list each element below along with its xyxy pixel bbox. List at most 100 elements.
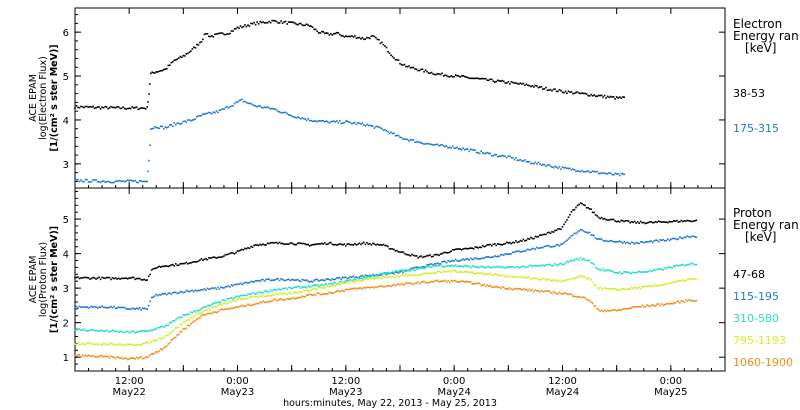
data-point [472,265,475,267]
data-point [254,244,257,246]
data-point [125,357,127,360]
data-point [435,73,437,76]
data-point [302,289,305,292]
data-point [137,108,139,111]
data-point [600,94,603,97]
data-point [471,265,473,267]
data-point [333,278,335,281]
data-point [515,240,517,242]
data-point [602,239,604,242]
data-point [566,167,568,170]
data-point [187,52,189,55]
data-point [86,342,88,345]
data-point [530,85,532,88]
data-point [543,163,546,166]
data-point [609,309,612,312]
data-point [310,285,312,288]
data-point [143,180,145,183]
data-point [540,86,543,88]
data-point [114,344,117,346]
data-point [298,285,300,288]
data-point [600,216,603,219]
data-point [594,95,597,97]
data-point [673,237,675,240]
data-point [454,264,457,266]
data-point [132,276,135,279]
data-point [89,355,91,357]
data-point [251,22,254,25]
data-point [469,271,472,274]
data-point [319,286,322,288]
data-point [393,132,395,135]
data-point [683,301,686,303]
data-point [196,309,198,312]
data-point [266,242,269,245]
data-point [418,255,421,258]
data-point [471,148,473,151]
data-point [623,271,625,273]
data-point [576,204,579,207]
data-point [111,181,114,184]
data-point [271,300,273,302]
data-point [522,82,525,85]
data-point [385,46,388,49]
data-point [236,295,239,297]
data-point [558,279,561,282]
data-point [172,320,174,322]
data-point [333,281,335,284]
data-point [256,280,258,282]
data-point [442,265,445,268]
data-point [331,120,334,123]
data-point [409,255,412,257]
data-point [187,263,189,265]
data-point [482,257,484,260]
data-point [259,295,261,297]
data-point [331,292,334,294]
data-point [597,288,600,290]
data-point [536,163,538,165]
data-point [333,33,335,35]
data-point [111,356,114,358]
data-point [655,220,657,223]
data-point [346,120,349,123]
data-point [119,330,121,333]
data-point [324,279,326,282]
legend-entry-47-68: 47-68 [733,268,765,281]
data-point [579,170,582,173]
data-point [348,121,350,123]
data-point [135,307,138,310]
data-point [268,242,270,245]
data-point [427,271,430,274]
data-point [278,298,281,301]
data-point [587,170,589,172]
data-point [245,304,248,307]
data-point [181,290,183,293]
data-point [298,242,300,244]
data-point [653,221,656,224]
data-point [275,241,278,244]
data-point [114,330,117,333]
data-point [83,306,85,308]
data-point [390,285,392,288]
data-point [402,283,404,286]
data-point [480,77,482,80]
data-point [381,274,383,276]
data-point [107,355,109,358]
data-point [441,261,443,263]
data-point [175,291,177,294]
proton-y-tick-label: 2 [63,319,69,330]
data-point [364,38,367,40]
data-point [244,294,246,297]
data-point [129,308,132,311]
data-point [376,274,379,276]
data-point [692,235,695,238]
data-point [265,295,267,297]
data-point [612,308,615,311]
data-point [78,354,81,356]
data-point [498,80,501,82]
data-point [277,299,279,301]
data-point [525,265,528,268]
data-point [435,253,437,256]
data-point [131,343,133,346]
data-point [208,35,210,38]
